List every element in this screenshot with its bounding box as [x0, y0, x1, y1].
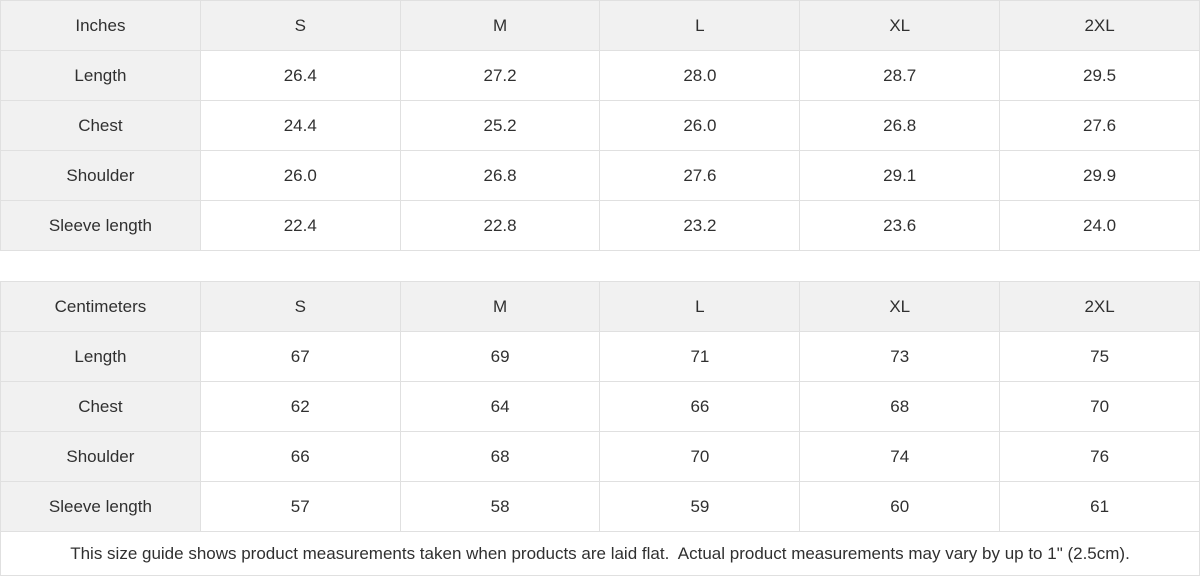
measurement-value: 27.2: [399, 50, 601, 101]
centimeters-size-table: Centimeters S M L XL 2XL Length 67 69 71…: [0, 281, 1200, 532]
measurement-value: 23.2: [599, 200, 801, 251]
measurement-value: 28.7: [799, 50, 1001, 101]
measurement-value: 74: [799, 431, 1001, 482]
size-column-header-s: S: [199, 281, 401, 332]
size-column-header-2xl: 2XL: [999, 281, 1200, 332]
measurement-label: Shoulder: [0, 431, 201, 482]
measurement-label: Length: [0, 50, 201, 101]
measurement-value: 26.0: [599, 100, 801, 151]
measurement-row-length: Length 67 69 71 73 75: [0, 331, 1200, 382]
measurement-row-length: Length 26.4 27.2 28.0 28.7 29.5: [0, 50, 1200, 101]
measurement-value: 23.6: [799, 200, 1001, 251]
inches-unit-header: Inches: [0, 0, 201, 51]
size-column-header-2xl: 2XL: [999, 0, 1200, 51]
measurement-label: Length: [0, 331, 201, 382]
centimeters-unit-header: Centimeters: [0, 281, 201, 332]
measurement-row-shoulder: Shoulder 66 68 70 74 76: [0, 431, 1200, 482]
measurement-label: Sleeve length: [0, 200, 201, 251]
inches-size-table: Inches S M L XL 2XL Length 26.4 27.2 28.…: [0, 0, 1200, 251]
measurement-value: 70: [999, 381, 1200, 432]
measurement-value: 73: [799, 331, 1001, 382]
centimeters-header-row: Centimeters S M L XL 2XL: [0, 281, 1200, 332]
measurement-value: 26.0: [199, 150, 401, 201]
measurement-value: 68: [399, 431, 601, 482]
measurement-label: Sleeve length: [0, 481, 201, 532]
size-column-header-l: L: [599, 0, 801, 51]
measurement-value: 68: [799, 381, 1001, 432]
size-column-header-m: M: [399, 281, 601, 332]
measurement-value: 26.8: [399, 150, 601, 201]
measurement-value: 67: [199, 331, 401, 382]
measurement-row-shoulder: Shoulder 26.0 26.8 27.6 29.1 29.9: [0, 150, 1200, 201]
measurement-value: 61: [999, 481, 1200, 532]
measurement-value: 24.4: [199, 100, 401, 151]
measurement-value: 27.6: [999, 100, 1200, 151]
measurement-value: 57: [199, 481, 401, 532]
measurement-row-chest: Chest 24.4 25.2 26.0 26.8 27.6: [0, 100, 1200, 151]
measurement-value: 26.4: [199, 50, 401, 101]
measurement-value: 59: [599, 481, 801, 532]
measurement-value: 66: [199, 431, 401, 482]
size-guide-note: This size guide shows product measuremen…: [0, 532, 1200, 576]
table-gap-spacer: [0, 251, 1200, 281]
inches-header-row: Inches S M L XL 2XL: [0, 0, 1200, 51]
measurement-value: 26.8: [799, 100, 1001, 151]
size-column-header-l: L: [599, 281, 801, 332]
measurement-value: 22.4: [199, 200, 401, 251]
size-column-header-m: M: [399, 0, 601, 51]
size-column-header-xl: XL: [799, 281, 1001, 332]
measurement-value: 70: [599, 431, 801, 482]
measurement-value: 62: [199, 381, 401, 432]
measurement-value: 29.5: [999, 50, 1200, 101]
measurement-value: 28.0: [599, 50, 801, 101]
size-column-header-xl: XL: [799, 0, 1001, 51]
measurement-row-sleeve-length: Sleeve length 22.4 22.8 23.2 23.6 24.0: [0, 200, 1200, 251]
measurement-row-chest: Chest 62 64 66 68 70: [0, 381, 1200, 432]
measurement-label: Shoulder: [0, 150, 201, 201]
measurement-value: 76: [999, 431, 1200, 482]
measurement-value: 69: [399, 331, 601, 382]
measurement-value: 64: [399, 381, 601, 432]
measurement-value: 75: [999, 331, 1200, 382]
measurement-value: 71: [599, 331, 801, 382]
measurement-value: 29.1: [799, 150, 1001, 201]
measurement-label: Chest: [0, 381, 201, 432]
measurement-value: 25.2: [399, 100, 601, 151]
measurement-value: 27.6: [599, 150, 801, 201]
measurement-value: 66: [599, 381, 801, 432]
measurement-value: 60: [799, 481, 1001, 532]
measurement-label: Chest: [0, 100, 201, 151]
size-column-header-s: S: [199, 0, 401, 51]
measurement-row-sleeve-length: Sleeve length 57 58 59 60 61: [0, 481, 1200, 532]
measurement-value: 58: [399, 481, 601, 532]
measurement-value: 22.8: [399, 200, 601, 251]
measurement-value: 29.9: [999, 150, 1200, 201]
measurement-value: 24.0: [999, 200, 1200, 251]
